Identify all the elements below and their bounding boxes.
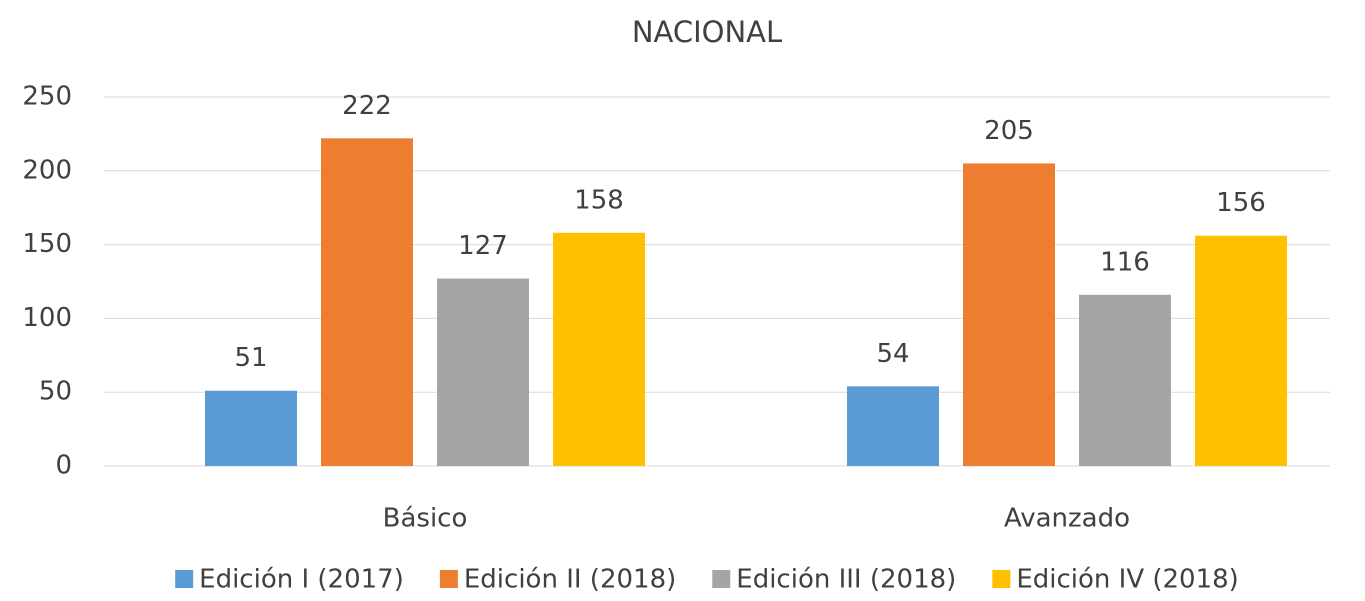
y-tick-label: 100 bbox=[22, 303, 72, 333]
data-label: 222 bbox=[342, 91, 392, 121]
y-tick-label: 250 bbox=[22, 82, 72, 112]
legend-swatch bbox=[992, 570, 1011, 588]
y-tick-label: 0 bbox=[55, 451, 72, 481]
x-tick-label: Avanzado bbox=[1004, 504, 1130, 534]
y-tick-label: 50 bbox=[39, 377, 72, 407]
bar bbox=[321, 138, 413, 466]
bar bbox=[1195, 235, 1287, 466]
bar bbox=[847, 386, 939, 466]
legend-swatch bbox=[175, 570, 194, 588]
data-label: 51 bbox=[234, 343, 267, 373]
legend-label: Edición III (2018) bbox=[736, 565, 956, 595]
x-tick-label: Básico bbox=[383, 504, 468, 534]
bar bbox=[553, 232, 645, 466]
legend-swatch bbox=[439, 570, 458, 588]
data-label: 54 bbox=[876, 339, 909, 369]
bar bbox=[1079, 294, 1171, 466]
bar bbox=[963, 163, 1055, 467]
legend-label: Edición I (2017) bbox=[199, 565, 404, 595]
bar bbox=[437, 278, 529, 466]
bar bbox=[205, 390, 297, 466]
legend-label: Edición II (2018) bbox=[464, 565, 676, 595]
y-tick-label: 200 bbox=[22, 155, 72, 185]
y-tick-label: 150 bbox=[22, 229, 72, 259]
data-label: 116 bbox=[1100, 247, 1150, 277]
legend-swatch bbox=[712, 570, 731, 588]
legend-label: Edición IV (2018) bbox=[1016, 565, 1239, 595]
data-label: 156 bbox=[1216, 188, 1266, 218]
data-label: 127 bbox=[458, 231, 508, 261]
chart-title: NACIONAL bbox=[632, 15, 782, 49]
data-label: 158 bbox=[574, 185, 624, 215]
data-label: 205 bbox=[984, 116, 1034, 146]
